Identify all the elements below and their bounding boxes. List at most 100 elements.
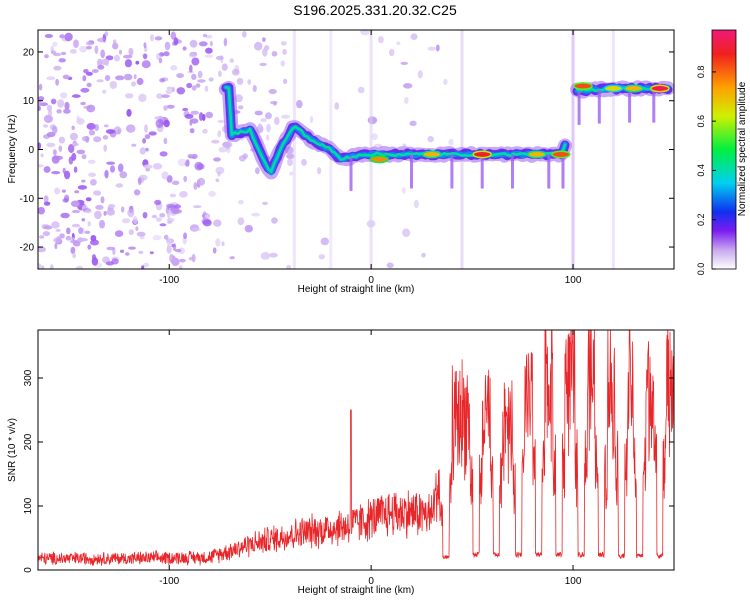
noise-blob [77, 185, 88, 190]
noise-blob [133, 189, 141, 196]
ridge-smear [511, 154, 514, 189]
noise-blob [111, 258, 119, 265]
noise-blob [161, 94, 170, 98]
noise-blob [189, 64, 193, 73]
noise-blob [144, 124, 148, 133]
colorbar-tick-label: 0.0 [696, 263, 706, 276]
noise-blob [72, 142, 79, 147]
noise-blob [155, 118, 164, 128]
y-tick-label: 10 [23, 96, 35, 107]
noise-blob [82, 75, 87, 82]
noise-blob [78, 227, 84, 235]
noise-blob [100, 49, 106, 59]
noise-blob [389, 48, 395, 57]
noise-blob [46, 142, 56, 148]
noise-blob [118, 49, 123, 55]
noise-blob [244, 224, 253, 233]
noise-blob [66, 227, 71, 235]
noise-blob [152, 163, 163, 170]
noise-blob [191, 253, 196, 263]
noise-blob [122, 54, 133, 59]
noise-blob [269, 101, 278, 105]
noise-blob [163, 119, 170, 128]
noise-blob [106, 208, 115, 216]
noise-blob [69, 132, 78, 141]
noise-blob [169, 193, 177, 198]
noise-blob [163, 105, 168, 111]
noise-blob [102, 89, 107, 94]
noise-blob [183, 232, 188, 239]
ridge-smear [480, 154, 484, 189]
noise-blob [236, 77, 244, 85]
noise-blob [193, 182, 198, 190]
noise-blob [427, 135, 434, 143]
noise-blob [56, 109, 62, 114]
noise-blob [165, 89, 173, 94]
noise-blob [97, 37, 106, 43]
noise-blob [94, 45, 99, 54]
ridge-smear [597, 89, 601, 124]
noise-blob [52, 149, 57, 156]
noise-blob [109, 81, 118, 89]
noise-blob [229, 256, 235, 260]
noise-blob [360, 30, 370, 36]
noise-blob [124, 59, 132, 68]
noise-blob [357, 86, 365, 94]
noise-blob [179, 258, 186, 263]
noise-blob [126, 124, 136, 133]
noise-blob [176, 87, 186, 95]
noise-blob [172, 255, 176, 263]
noise-blob [91, 69, 99, 73]
noise-blob [71, 152, 77, 161]
noise-blob [136, 231, 146, 237]
noise-blob [43, 225, 53, 230]
noise-blob [163, 234, 169, 240]
noise-blob [51, 221, 60, 229]
noise-blob [141, 265, 145, 269]
noise-blob [114, 54, 120, 62]
ridge-smear [652, 88, 656, 123]
noise-blob [145, 168, 150, 172]
noise-blob [396, 41, 401, 46]
noise-blob [386, 262, 394, 269]
colorbar-tick-label: 0.2 [696, 213, 706, 226]
noise-blob [47, 109, 53, 117]
noise-blob [131, 81, 136, 87]
noise-blob [88, 129, 94, 136]
noise-blob [115, 183, 124, 188]
noise-blob [58, 136, 65, 144]
noise-blob [71, 125, 75, 131]
noise-blob [170, 31, 177, 40]
noise-blob [54, 155, 63, 160]
noise-blob [79, 237, 88, 242]
noise-blob [173, 37, 179, 46]
noise-blob [104, 58, 110, 67]
spectrogram-y-label: Frequency (Hz) [7, 115, 18, 184]
noise-blob [173, 204, 182, 209]
noise-streak [571, 30, 575, 269]
noise-blob [38, 206, 45, 215]
hotspot [551, 150, 571, 159]
noise-blob [128, 246, 136, 250]
ridge-smear [410, 154, 413, 189]
noise-blob [63, 108, 71, 114]
noise-blob [231, 68, 240, 76]
noise-blob [85, 71, 93, 76]
noise-blob [43, 166, 51, 173]
noise-blob [190, 110, 199, 115]
noise-blob [413, 199, 419, 209]
y-tick-label: 0 [28, 145, 34, 156]
noise-blob [198, 112, 204, 121]
noise-blob [402, 228, 411, 237]
noise-blob [87, 159, 96, 164]
noise-blob [170, 207, 180, 215]
noise-blob [85, 197, 92, 202]
colorbar-tick-label: 0.4 [696, 164, 706, 177]
noise-blob [280, 41, 287, 46]
noise-blob [320, 237, 329, 246]
ridge-smear [349, 156, 353, 191]
noise-blob [197, 70, 203, 79]
noise-blob [260, 118, 267, 123]
y-tick-label: 300 [23, 369, 34, 386]
hotspot [623, 84, 644, 93]
